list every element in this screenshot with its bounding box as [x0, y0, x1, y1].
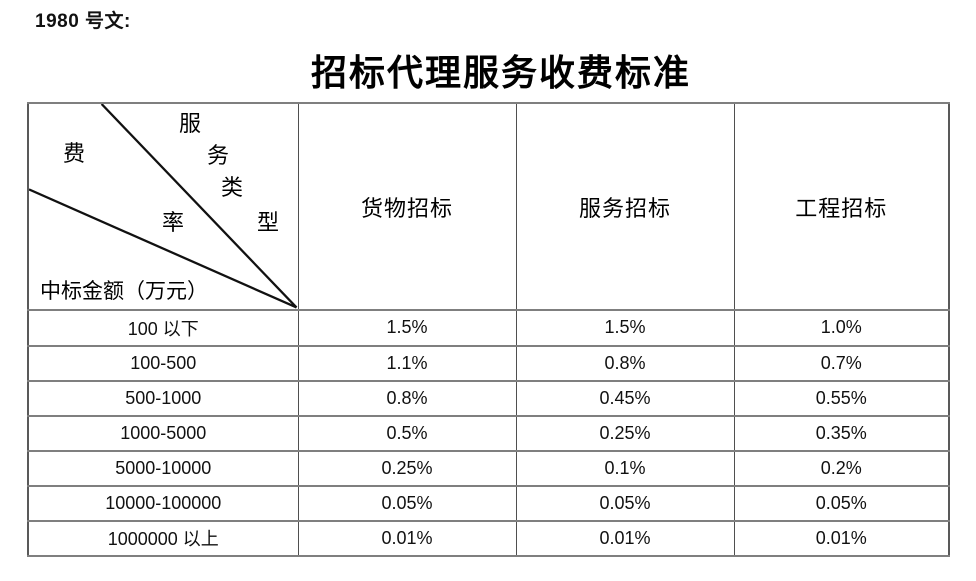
row-amount-range: 1000-5000: [27, 414, 299, 452]
corner-label-rate-char: 费: [62, 141, 86, 166]
rate-cell-engineering: 0.05%: [733, 484, 950, 522]
row-amount-range: 500-1000: [27, 379, 299, 417]
col-header-engineering: 工程招标: [733, 101, 950, 312]
rate-cell-service: 0.8%: [515, 344, 735, 382]
rate-cell-service: 0.01%: [515, 519, 735, 558]
rate-cell-engineering: 0.7%: [733, 344, 950, 382]
row-amount-range: 5000-10000: [27, 449, 299, 487]
rate-cell-goods: 0.01%: [297, 519, 517, 558]
diagonal-lines: [29, 104, 298, 309]
page-title: 招标代理服务收费标准: [310, 53, 691, 93]
diagonal-corner-cell: 服 务 类 型 费 率 中标金额（万元）: [27, 101, 299, 312]
rate-cell-goods: 0.5%: [297, 414, 517, 452]
table-row: 1000-5000 0.5% 0.25% 0.35%: [27, 414, 950, 452]
rate-cell-service: 1.5%: [515, 309, 735, 347]
rate-cell-service: 0.05%: [515, 484, 735, 522]
corner-label-service-type-char: 类: [220, 175, 244, 200]
corner-label-amount: 中标金额（万元）: [40, 279, 208, 304]
table-row: 100 以下 1.5% 1.5% 1.0%: [27, 309, 950, 347]
diagonal-line-upper: [100, 104, 298, 309]
rate-cell-service: 0.25%: [515, 414, 735, 452]
table-row: 5000-10000 0.25% 0.1% 0.2%: [27, 449, 950, 487]
corner-label-service-type-char: 服: [178, 111, 202, 136]
rate-cell-service: 0.1%: [515, 449, 735, 487]
row-amount-range: 10000-100000: [27, 484, 299, 522]
table-row: 1000000 以上 0.01% 0.01% 0.01%: [27, 519, 950, 558]
col-header-goods: 货物招标: [297, 101, 517, 312]
rate-cell-engineering: 0.55%: [733, 379, 950, 417]
doc-ref: 1980 号文:: [35, 11, 131, 32]
rate-cell-goods: 1.5%: [297, 309, 517, 347]
rate-cell-engineering: 0.2%: [733, 449, 950, 487]
rate-cell-goods: 1.1%: [297, 344, 517, 382]
rate-cell-goods: 0.8%: [297, 379, 517, 417]
col-header-service: 服务招标: [515, 101, 735, 312]
corner-label-rate-char: 率: [161, 210, 185, 235]
rate-cell-engineering: 0.35%: [733, 414, 950, 452]
diagonal-line-lower: [29, 188, 297, 309]
rate-cell-goods: 0.25%: [297, 449, 517, 487]
rate-cell-goods: 0.05%: [297, 484, 517, 522]
rate-cell-engineering: 1.0%: [733, 309, 950, 347]
row-amount-range: 100-500: [27, 344, 299, 382]
rate-cell-service: 0.45%: [515, 379, 735, 417]
row-amount-range: 100 以下: [27, 309, 299, 347]
table-row: 500-1000 0.8% 0.45% 0.55%: [27, 379, 950, 417]
rate-cell-engineering: 0.01%: [733, 519, 950, 558]
table-header-row: 服 务 类 型 费 率 中标金额（万元） 货物招标 服务招标 工程招标: [27, 101, 950, 312]
row-amount-range: 1000000 以上: [27, 519, 299, 558]
table-row: 100-500 1.1% 0.8% 0.7%: [27, 344, 950, 382]
fee-standard-table: 服 务 类 型 费 率 中标金额（万元） 货物招标 服务招标 工程招标 100 …: [27, 101, 950, 558]
corner-label-service-type-char: 务: [206, 143, 230, 168]
corner-label-service-type-char: 型: [256, 210, 280, 235]
table-row: 10000-100000 0.05% 0.05% 0.05%: [27, 484, 950, 522]
